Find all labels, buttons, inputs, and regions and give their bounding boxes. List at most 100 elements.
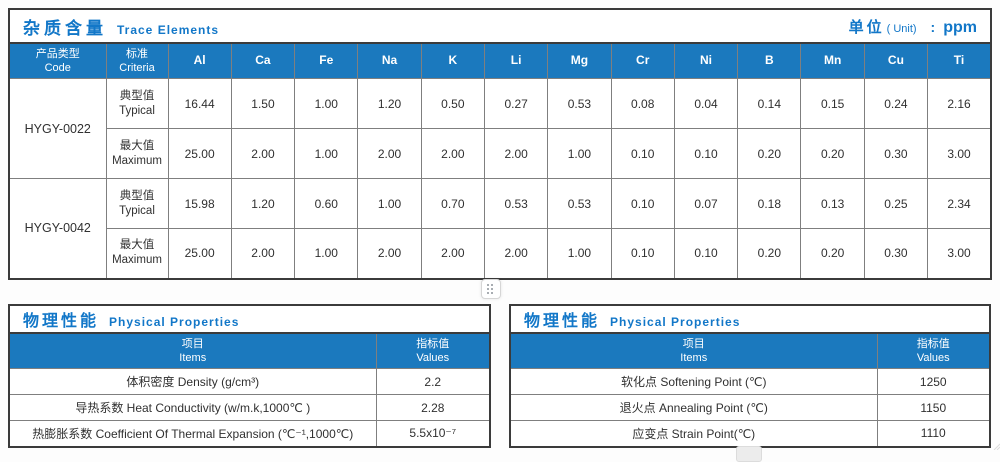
value-cell: 0.53 [547,78,612,129]
value-cell: 0.30 [863,228,929,279]
criteria-cell: 最大值 Maximum [105,228,169,279]
value-cell: 0.25 [863,178,929,229]
property-item-cell: 退火点 Annealing Point (℃) [509,394,878,421]
unit-colon: : [930,18,936,35]
value-cell: 0.13 [800,178,865,229]
col-header-values-zh: 指标值 [416,337,450,350]
product-code-cell: HYGY-0042 [8,178,107,279]
trace-title: 杂质含量 Trace Elements [23,14,219,39]
col-header-items-zh: 项目 [181,337,204,350]
value-cell: 2.00 [230,228,296,279]
physical-properties-table-left: 物理性能 Physical Properties 项目 Items 指标值 Va… [8,304,491,448]
physical-title-row: 物理性能 Physical Properties [510,305,990,334]
criteria-cell: 最大值 Maximum [105,128,169,179]
unit-info: 单位 ( Unit) : ppm [849,16,977,37]
col-header-items-en: Items [179,352,207,364]
value-cell: 16.44 [167,78,232,129]
bottom-splitter-handle[interactable] [736,446,762,462]
element-header-cell: Na [357,42,422,79]
element-header-cell: Li [483,42,549,79]
value-cell: 2.00 [483,228,549,279]
value-cell: 0.24 [863,78,929,129]
property-item-cell: 导热系数 Heat Conductivity (w/m.k,1000℃ ) [8,394,377,421]
value-cell: 0.20 [800,128,865,179]
value-cell: 0.20 [737,228,802,279]
col-header-items: 项目 Items [8,332,377,369]
criteria-label-zh: 最大值 [119,139,155,152]
value-cell: 0.10 [673,228,739,279]
physical-title-en: Physical Properties [109,315,240,329]
element-header-cell: Ni [673,42,739,79]
value-cell: 15.98 [167,178,232,229]
section-splitter-handle[interactable] [481,279,501,299]
col-header-items-en: Items [680,352,708,364]
trace-title-zh: 杂质含量 [23,18,107,38]
criteria-cell: 典型值 Typical [105,178,169,229]
value-cell: 1.00 [294,78,359,129]
col-header-code: 产品类型 Code [8,42,107,79]
value-cell: 1.00 [294,128,359,179]
value-cell: 0.10 [673,128,739,179]
criteria-label-zh: 最大值 [119,239,155,252]
value-cell: 0.14 [737,78,802,129]
property-item-cell: 应变点 Strain Point(℃) [509,420,878,447]
property-item-cell: 体积密度 Density (g/cm³) [8,368,377,395]
criteria-label-zh: 典型值 [119,89,155,102]
physical-title: 物理性能 Physical Properties [524,307,740,331]
physical-title-zh: 物理性能 [524,313,601,330]
value-cell: 2.34 [927,178,992,229]
col-header-values: 指标值 Values [375,332,491,369]
value-cell: 0.50 [420,78,485,129]
element-header-cell: Cu [863,42,929,79]
physical-header-row: 项目 Items 指标值 Values [8,332,491,369]
trace-title-bar: 杂质含量 Trace Elements 单位 ( Unit) : ppm [9,9,991,44]
value-cell: 25.00 [167,228,232,279]
criteria-label-en: Typical [119,204,155,217]
property-item-cell: 热膨胀系数 Coefficient Of Thermal Expansion (… [8,420,377,447]
value-cell: 1.00 [294,228,359,279]
value-cell: 0.04 [673,78,739,129]
property-row: 退火点 Annealing Point (℃) 1150 [509,394,991,421]
value-cell: 25.00 [167,128,232,179]
element-header-cell: Ca [230,42,296,79]
value-cell: 0.20 [800,228,865,279]
product-code-cell: HYGY-0022 [8,78,107,179]
value-cell: 0.53 [483,178,549,229]
property-row: 导热系数 Heat Conductivity (w/m.k,1000℃ ) 2.… [8,394,491,421]
value-cell: 2.00 [420,228,485,279]
value-cell: 2.16 [927,78,992,129]
property-item-cell: 软化点 Softening Point (℃) [509,368,878,395]
col-header-criteria-en: Criteria [119,62,155,74]
value-cell: 2.00 [357,228,422,279]
property-row: 体积密度 Density (g/cm³) 2.2 [8,368,491,395]
property-row: 应变点 Strain Point(℃) 1110 [509,420,991,447]
physical-title-en: Physical Properties [610,315,741,329]
col-header-items-zh: 项目 [682,337,705,350]
value-cell: 1.20 [357,78,422,129]
physical-properties-table-right: 物理性能 Physical Properties 项目 Items 指标值 Va… [509,304,991,448]
element-header-cell: K [420,42,485,79]
col-header-values: 指标值 Values [876,332,991,369]
col-header-values-en: Values [916,352,950,364]
value-cell: 0.10 [610,178,675,229]
value-cell: 3.00 [927,128,992,179]
value-cell: 1.00 [547,228,612,279]
trace-elements-table: 杂质含量 Trace Elements 单位 ( Unit) : ppm 产品类… [8,8,992,280]
unit-label: 单位 [848,18,885,36]
element-header-cell: Cr [610,42,675,79]
physical-title-zh: 物理性能 [23,313,100,330]
unit-value: ppm [943,18,977,36]
col-header-criteria: 标准 Criteria [105,42,169,79]
value-cell: 0.18 [737,178,802,229]
table-row: HYGY-0042 典型值 Typical 15.98 1.20 0.60 1.… [8,178,992,279]
element-header-cell: Mn [800,42,865,79]
property-row: 热膨胀系数 Coefficient Of Thermal Expansion (… [8,420,491,447]
property-value-cell: 2.28 [375,394,491,421]
col-header-code-en: Code [44,62,71,74]
property-value-cell: 1250 [876,368,991,395]
property-value-cell: 1110 [876,420,991,447]
criteria-label-en: Typical [119,104,155,117]
value-cell: 1.50 [230,78,296,129]
grip-dots-icon [487,284,489,286]
value-cell: 1.00 [357,178,422,229]
